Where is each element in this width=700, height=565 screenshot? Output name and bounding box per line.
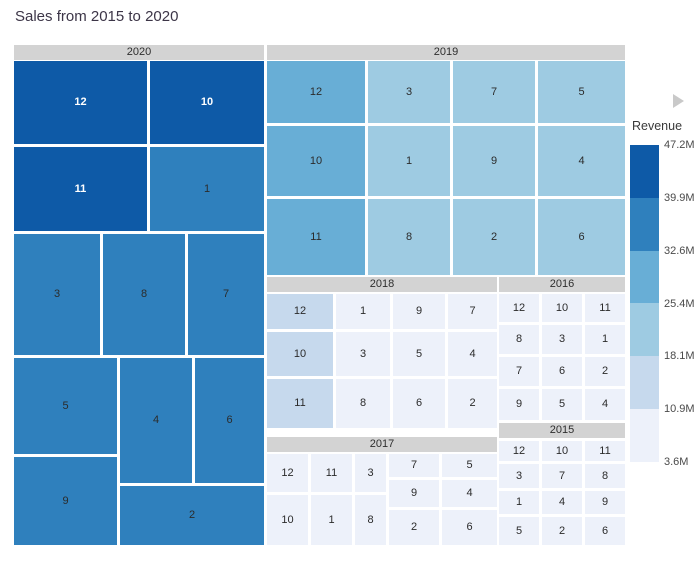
treemap-cell-2017-month-2[interactable]: 2 — [389, 510, 439, 545]
treemap-cell-2017-month-7[interactable]: 7 — [389, 454, 439, 477]
treemap-cell-2015-month-3[interactable]: 3 — [499, 464, 539, 488]
treemap-cell-2020-month-6[interactable]: 6 — [195, 358, 264, 483]
treemap-cell-2020-month-7[interactable]: 7 — [188, 234, 264, 355]
treemap-cell-2015-month-4[interactable]: 4 — [542, 491, 582, 514]
treemap-cell-2018-month-6[interactable]: 6 — [393, 379, 445, 428]
legend-title: Revenue — [632, 119, 683, 133]
treemap-cell-2019-month-1[interactable]: 1 — [368, 126, 450, 196]
legend-band-3 — [630, 303, 659, 357]
legend-tick-32.6M: 32.6M — [664, 244, 695, 257]
treemap-cell-2015-month-9[interactable]: 9 — [585, 491, 625, 514]
legend-band-0 — [630, 145, 659, 198]
revenue-legend: Revenue 47.2M 39.9M 32.6M 25.4M 18.1M 10.9M 3.… — [628, 90, 700, 480]
treemap-cell-2016-month-4[interactable]: 4 — [585, 389, 625, 420]
legend-band-1 — [630, 197, 659, 251]
treemap-cell-2016-month-2[interactable]: 2 — [585, 357, 625, 386]
treemap-cell-2020-month-10[interactable]: 10 — [150, 61, 264, 144]
treemap-cell-2016-month-9[interactable]: 9 — [499, 389, 539, 420]
treemap-cell-2019-month-9[interactable]: 9 — [453, 126, 535, 196]
treemap-cell-2018-month-7[interactable]: 7 — [448, 294, 497, 329]
treemap-cell-2020-month-12[interactable]: 12 — [14, 61, 147, 144]
treemap-cell-2015-month-7[interactable]: 7 — [542, 464, 582, 488]
treemap-cell-2015-month-6[interactable]: 6 — [585, 517, 625, 545]
treemap-cell-2015-month-5[interactable]: 5 — [499, 517, 539, 545]
treemap-cell-2018-month-12[interactable]: 12 — [267, 294, 333, 329]
group-header-2019: 2019 — [267, 45, 625, 60]
treemap-cell-2020-month-4[interactable]: 4 — [120, 358, 192, 483]
treemap-cell-2017-month-10[interactable]: 10 — [267, 495, 308, 545]
treemap-cell-2016-month-3[interactable]: 3 — [542, 325, 582, 354]
treemap-cell-2016-month-10[interactable]: 10 — [542, 294, 582, 322]
treemap-cell-2019-month-10[interactable]: 10 — [267, 126, 365, 196]
treemap-cell-2018-month-2[interactable]: 2 — [448, 379, 497, 428]
treemap-cell-2017-month-1[interactable]: 1 — [311, 495, 352, 545]
treemap-cell-2015-month-11[interactable]: 11 — [585, 441, 625, 461]
treemap-cell-2018-month-4[interactable]: 4 — [448, 332, 497, 376]
treemap-cell-2017-month-4[interactable]: 4 — [442, 480, 497, 507]
treemap-cell-2020-month-1[interactable]: 1 — [150, 147, 264, 231]
treemap-cell-2016-month-1[interactable]: 1 — [585, 325, 625, 354]
treemap-cell-2017-month-3[interactable]: 3 — [355, 454, 386, 492]
treemap-cell-2020-month-2[interactable]: 2 — [120, 486, 264, 545]
legend-band-2 — [630, 250, 659, 304]
treemap-cell-2017-month-6[interactable]: 6 — [442, 510, 497, 545]
legend-tick-25.4M: 25.4M — [664, 297, 695, 310]
treemap-cell-2017-month-5[interactable]: 5 — [442, 454, 497, 477]
treemap-cell-2016-month-7[interactable]: 7 — [499, 357, 539, 386]
treemap-cell-2019-month-12[interactable]: 12 — [267, 61, 365, 123]
treemap-cell-2019-month-4[interactable]: 4 — [538, 126, 625, 196]
group-header-2016: 2016 — [499, 277, 625, 292]
treemap-cell-2016-month-11[interactable]: 11 — [585, 294, 625, 322]
legend-band-4 — [630, 356, 659, 410]
treemap-cell-2020-month-11[interactable]: 11 — [14, 147, 147, 231]
treemap-cell-2017-month-11[interactable]: 11 — [311, 454, 352, 492]
treemap-cell-2020-month-8[interactable]: 8 — [103, 234, 185, 355]
treemap-cell-2017-month-8[interactable]: 8 — [355, 495, 386, 545]
treemap-cell-2018-month-5[interactable]: 5 — [393, 332, 445, 376]
legend-tick-47.2M: 47.2M — [664, 139, 695, 151]
treemap-cell-2016-month-5[interactable]: 5 — [542, 389, 582, 420]
treemap-cell-2015-month-12[interactable]: 12 — [499, 441, 539, 461]
treemap-cell-2019-month-2[interactable]: 2 — [453, 199, 535, 275]
group-header-2015: 2015 — [499, 423, 625, 438]
treemap-cell-2016-month-6[interactable]: 6 — [542, 357, 582, 386]
treemap-cell-2020-month-9[interactable]: 9 — [14, 457, 117, 545]
treemap-cell-2018-month-9[interactable]: 9 — [393, 294, 445, 329]
treemap-cell-2015-month-2[interactable]: 2 — [542, 517, 582, 545]
legend-tick-10.9M: 10.9M — [664, 403, 695, 416]
legend-band-5 — [630, 409, 659, 462]
treemap-cell-2019-month-6[interactable]: 6 — [538, 199, 625, 275]
treemap-cell-2018-month-10[interactable]: 10 — [267, 332, 333, 376]
treemap-cell-2017-month-12[interactable]: 12 — [267, 454, 308, 492]
treemap-cell-2018-month-1[interactable]: 1 — [336, 294, 390, 329]
chart-title: Sales from 2015 to 2020 — [15, 8, 179, 25]
treemap-cell-2019-month-8[interactable]: 8 — [368, 199, 450, 275]
treemap-cell-2018-month-11[interactable]: 11 — [267, 379, 333, 428]
treemap-cell-2018-month-8[interactable]: 8 — [336, 379, 390, 428]
group-header-2018: 2018 — [267, 277, 497, 292]
treemap-cell-2015-month-1[interactable]: 1 — [499, 491, 539, 514]
treemap-cell-2019-month-3[interactable]: 3 — [368, 61, 450, 123]
legend-tick-18.1M: 18.1M — [664, 350, 695, 363]
group-header-2017: 2017 — [267, 437, 497, 452]
treemap-cell-2016-month-12[interactable]: 12 — [499, 294, 539, 322]
treemap-cell-2019-month-5[interactable]: 5 — [538, 61, 625, 123]
treemap-cell-2018-month-3[interactable]: 3 — [336, 332, 390, 376]
group-header-2020: 2020 — [14, 45, 264, 60]
legend-tick-39.9M: 39.9M — [664, 191, 695, 204]
treemap-cell-2015-month-8[interactable]: 8 — [585, 464, 625, 488]
legend-expand-triangle-icon[interactable] — [673, 94, 684, 108]
treemap-cell-2020-month-3[interactable]: 3 — [14, 234, 100, 355]
legend-tick-3.6M: 3.6M — [664, 456, 689, 468]
treemap-cell-2017-month-9[interactable]: 9 — [389, 480, 439, 507]
treemap-cell-2016-month-8[interactable]: 8 — [499, 325, 539, 354]
treemap-cell-2015-month-10[interactable]: 10 — [542, 441, 582, 461]
treemap-cell-2019-month-7[interactable]: 7 — [453, 61, 535, 123]
treemap-cell-2020-month-5[interactable]: 5 — [14, 358, 117, 454]
legend-color-bar — [630, 145, 659, 462]
treemap-cell-2019-month-11[interactable]: 11 — [267, 199, 365, 275]
legend-tick-labels: 47.2M 39.9M 32.6M 25.4M 18.1M 10.9M 3.6M — [664, 139, 700, 468]
